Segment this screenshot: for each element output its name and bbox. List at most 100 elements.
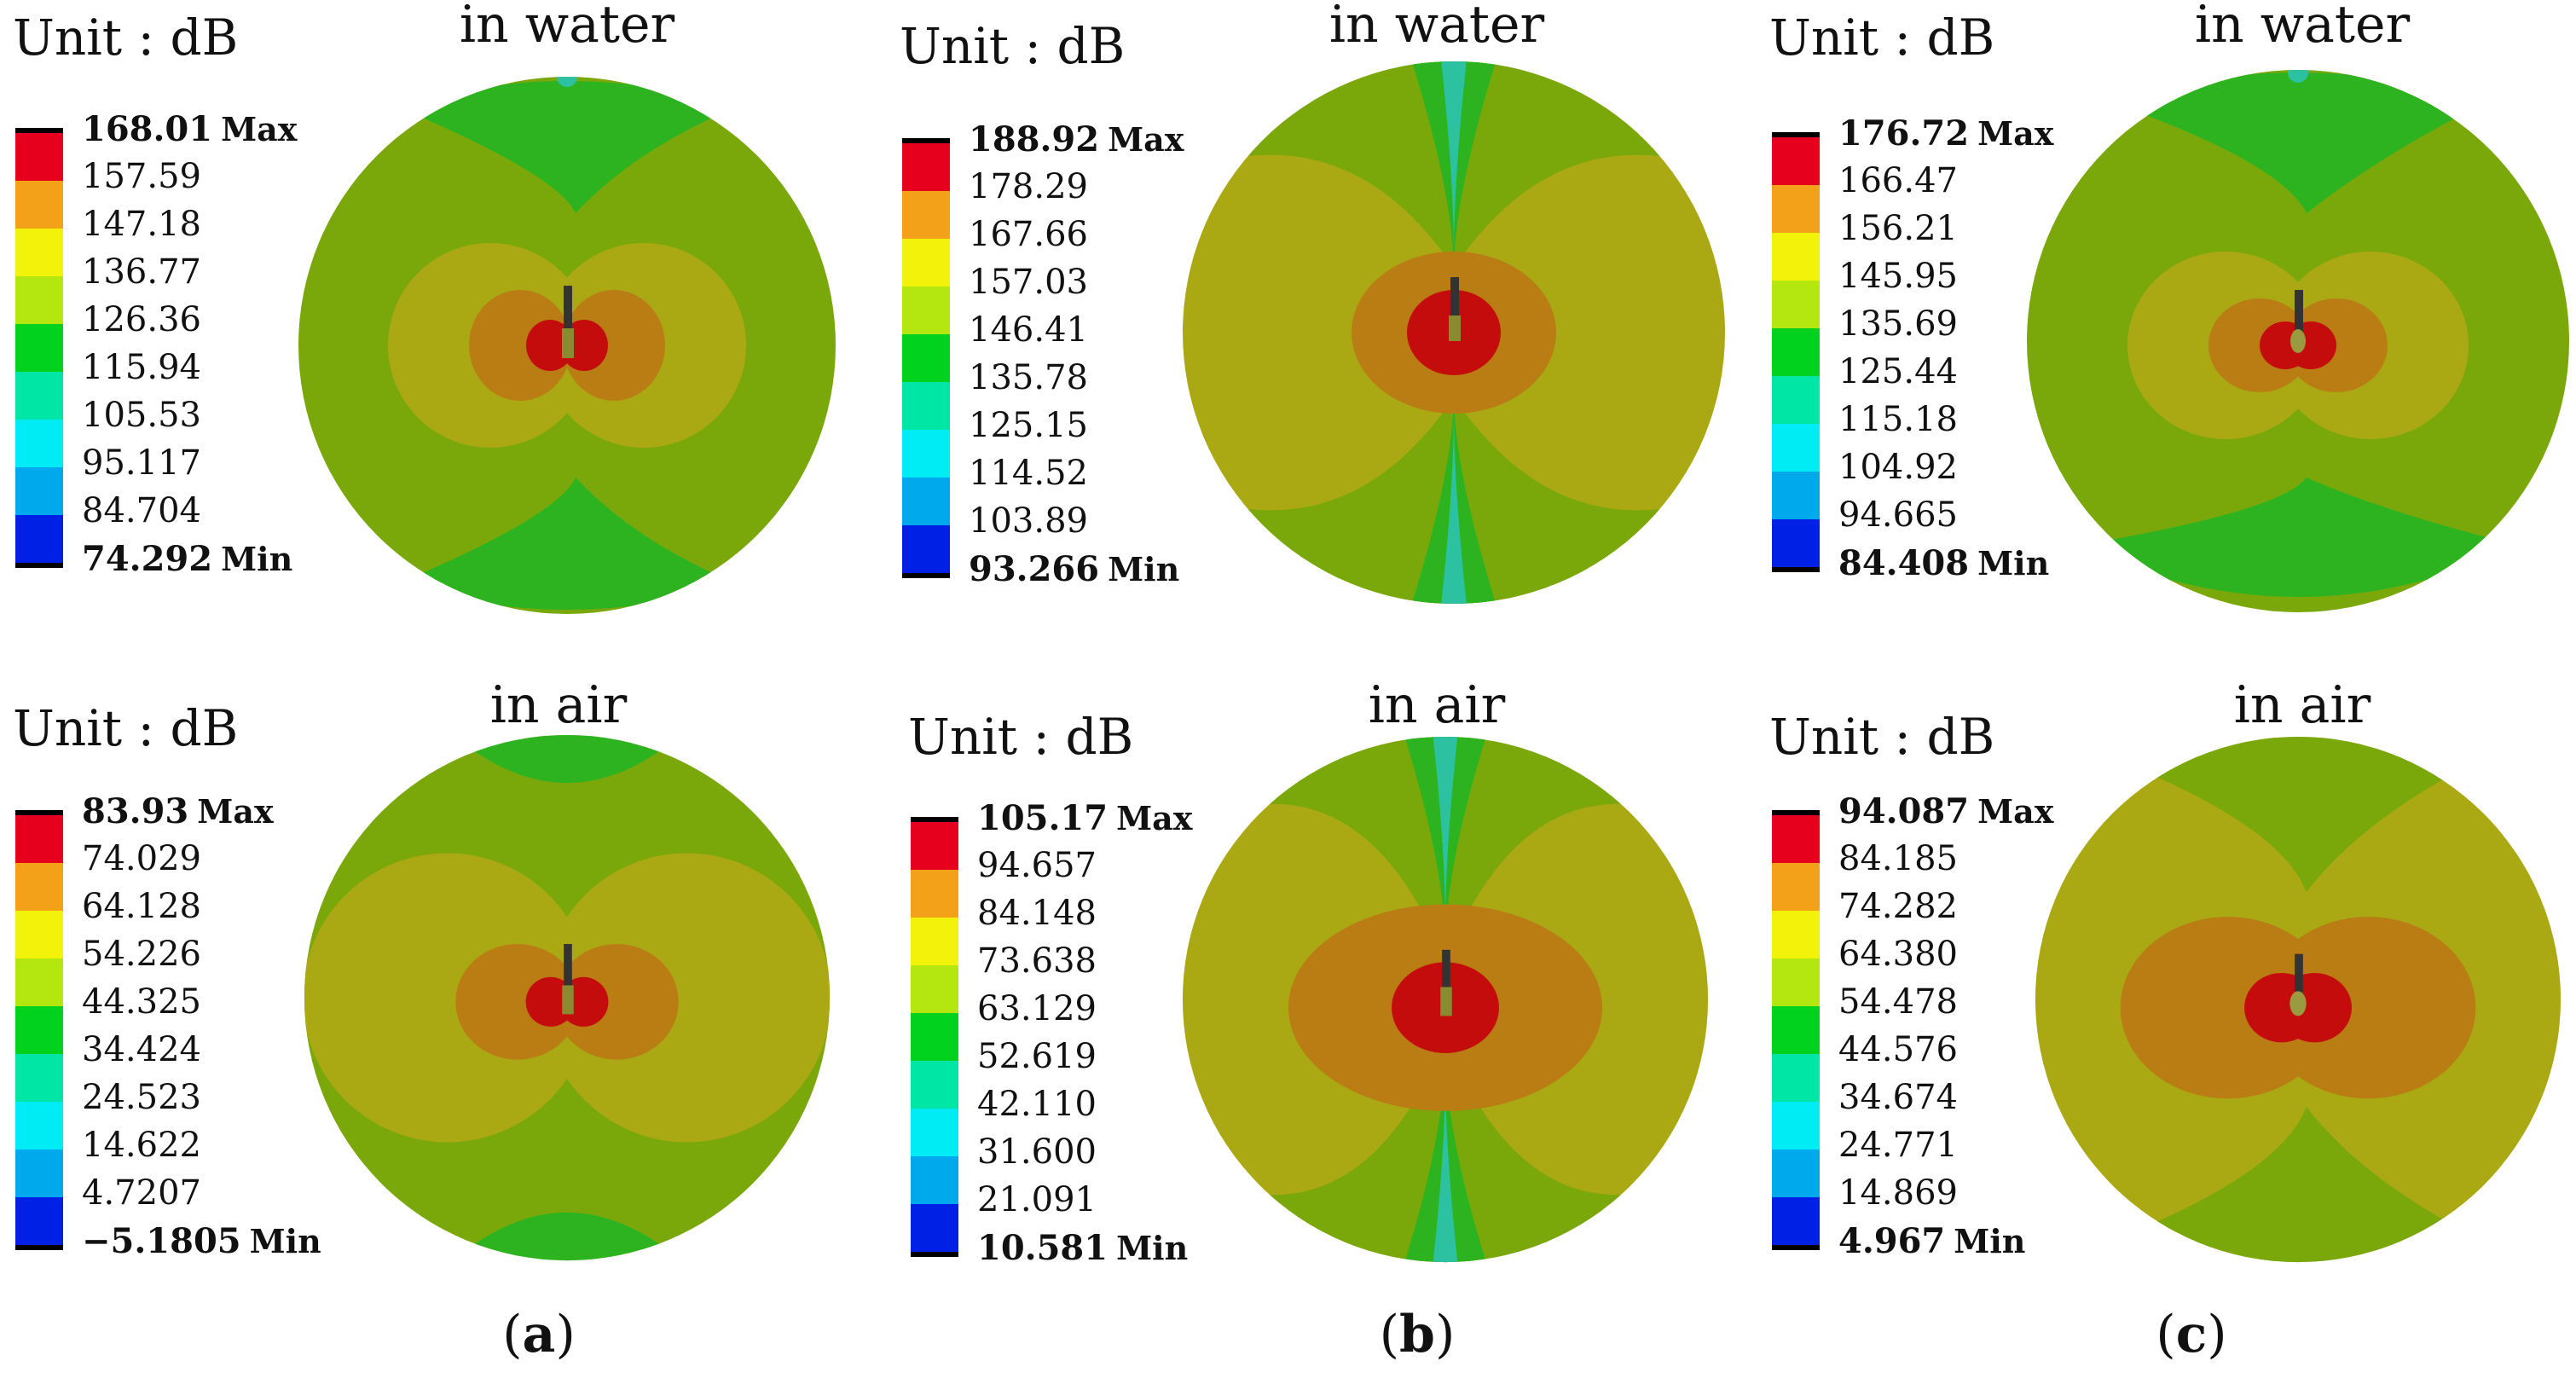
contour-disc	[1183, 61, 1725, 604]
legend-min: 93.266 Min	[969, 549, 1180, 589]
legend-value: 74.029	[82, 839, 201, 878]
legend-swatch-5	[902, 334, 950, 382]
legend-swatch-6	[1772, 376, 1820, 424]
legend-value: 125.15	[969, 406, 1088, 445]
legend-swatch-5	[15, 324, 63, 372]
legend-swatch-2	[15, 181, 63, 229]
unit-label: Unit : dB	[900, 17, 1126, 75]
legend-max: 188.92 Max	[969, 119, 1184, 159]
contour-disc	[2027, 70, 2569, 612]
legend-value: 167.66	[969, 215, 1088, 254]
legend-swatch-7	[1772, 1102, 1820, 1149]
legend-swatch-3	[911, 918, 958, 965]
legend-swatch-1	[1772, 137, 1820, 185]
legend-value: 103.89	[969, 501, 1088, 541]
legend-swatch-4	[1772, 958, 1820, 1006]
legend-swatch-2	[902, 191, 950, 239]
legend-swatch-7	[1772, 424, 1820, 472]
legend-value: 14.869	[1838, 1173, 1958, 1213]
panel-c-water: Unit : dB 176.72 Max 166.47 156.21 145.95…	[1757, 0, 2576, 665]
legend-value: 136.77	[82, 252, 201, 292]
legend-swatch-7	[902, 430, 950, 478]
contour-disc	[2035, 736, 2562, 1263]
legend-swatch-1	[911, 822, 958, 870]
legend-swatch-8	[1772, 472, 1820, 519]
legend-value: 44.576	[1838, 1030, 1958, 1069]
legend-swatch-5	[1772, 1006, 1820, 1054]
panel-title: in water	[1329, 0, 1545, 55]
legend-top-line	[911, 817, 958, 822]
legend-swatch-9	[902, 525, 950, 573]
legend-value: 21.091	[977, 1180, 1097, 1219]
panel-a-water: Unit : dB 168.01 Max 157.59 147.18 136.77…	[0, 0, 853, 665]
panel-b-water: Unit : dB 188.92 Max 178.29 167.66 157.03…	[887, 0, 1740, 665]
legend-swatch-6	[902, 382, 950, 430]
panel-b-air: Unit : dB 105.17 Max 94.657 84.148 73.638…	[895, 675, 1748, 1347]
contour-disc	[304, 734, 831, 1261]
legend-value: 147.18	[82, 205, 201, 244]
legend-swatch-2	[15, 863, 63, 911]
legend-swatch-4	[15, 276, 63, 324]
legend-swatch-5	[1772, 328, 1820, 376]
legend-swatch-8	[902, 478, 950, 525]
legend-value: 63.129	[977, 989, 1097, 1028]
legend-bottom-line	[1772, 1245, 1820, 1250]
panel-c-air: Unit : dB 94.087 Max 84.185 74.282 64.380…	[1757, 675, 2576, 1347]
legend-value: 166.47	[1838, 161, 1958, 200]
legend-swatch-5	[911, 1013, 958, 1061]
legend-min: 10.581 Min	[977, 1228, 1189, 1268]
legend-value: 126.36	[82, 300, 201, 339]
legend-min: −5.1805 Min	[82, 1221, 321, 1261]
legend-swatch-9	[15, 1197, 63, 1245]
legend-value: 64.128	[82, 887, 201, 926]
legend-value: 24.523	[82, 1078, 201, 1117]
legend-value: 84.185	[1838, 839, 1958, 878]
legend-bottom-line	[15, 563, 63, 568]
legend-value: 145.95	[1838, 257, 1958, 296]
legend-swatch-3	[15, 911, 63, 958]
legend-value: 105.53	[82, 396, 201, 435]
legend-swatch-9	[1772, 1197, 1820, 1245]
panel-title: in water	[459, 0, 675, 55]
panel-a-air: Unit : dB 83.93 Max 74.029 64.128 54.226 …	[0, 675, 853, 1347]
legend-value: 156.21	[1838, 209, 1958, 248]
legend-value: 54.226	[82, 935, 201, 974]
legend-value: 178.29	[969, 167, 1088, 206]
legend-value: 24.771	[1838, 1126, 1958, 1165]
legend-value: 94.665	[1838, 495, 1958, 535]
legend-swatch-7	[15, 420, 63, 467]
legend-value: 135.69	[1838, 304, 1958, 344]
legend-swatch-9	[911, 1204, 958, 1252]
panel-title: in air	[2233, 675, 2371, 735]
legend-value: 14.622	[82, 1126, 201, 1165]
unit-label: Unit : dB	[13, 9, 239, 67]
legend-value: 104.92	[1838, 448, 1958, 487]
legend-swatch-1	[1772, 815, 1820, 863]
legend-swatch-6	[911, 1061, 958, 1109]
legend-value: 157.03	[969, 263, 1088, 302]
legend-max: 83.93 Max	[82, 791, 274, 831]
legend-bottom-line	[911, 1252, 958, 1257]
unit-label: Unit : dB	[1769, 708, 1995, 766]
legend-value: 52.619	[977, 1037, 1097, 1076]
legend-swatch-9	[1772, 519, 1820, 567]
legend-max: 105.17 Max	[977, 798, 1193, 838]
unit-label: Unit : dB	[1769, 9, 1995, 67]
legend-swatch-3	[902, 239, 950, 287]
legend-bottom-line	[1772, 567, 1820, 572]
legend-swatch-5	[15, 1006, 63, 1054]
unit-label: Unit : dB	[908, 708, 1134, 766]
legend-swatch-8	[15, 1149, 63, 1197]
legend-swatch-3	[1772, 233, 1820, 281]
legend-value: 34.424	[82, 1030, 201, 1069]
legend-top-line	[1772, 132, 1820, 137]
legend-value: 135.78	[969, 358, 1088, 397]
legend-swatch-2	[1772, 185, 1820, 233]
contour-disc	[298, 77, 836, 614]
legend-swatch-7	[15, 1102, 63, 1149]
contour-disc	[1182, 736, 1709, 1263]
legend-min: 4.967 Min	[1838, 1221, 2026, 1261]
legend-swatch-1	[15, 133, 63, 181]
legend-value: 84.148	[977, 894, 1097, 933]
legend-value: 115.94	[82, 348, 201, 387]
